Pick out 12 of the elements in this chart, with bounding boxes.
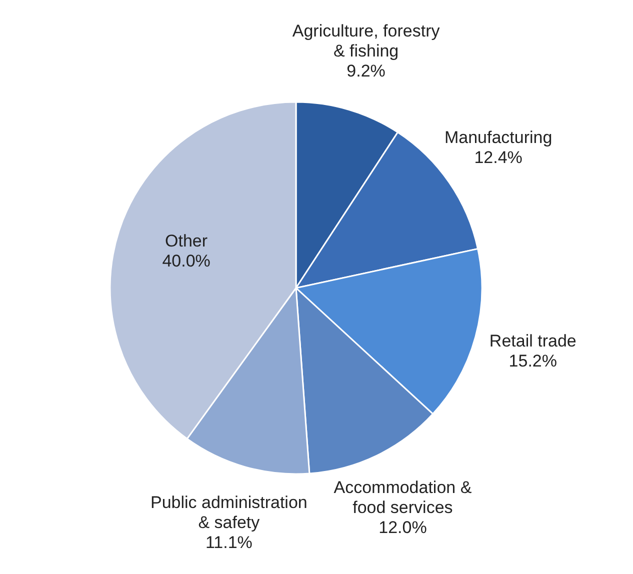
data-label: 15.2% [508,352,558,371]
data-label: 40.0% [162,252,210,271]
data-label: 9.2% [346,62,386,82]
data-label: 12.4% [474,148,522,168]
slice-label: Manufacturing [444,128,552,148]
data-label: 11.1% [205,534,252,553]
slice-label: Accommodation & food services [334,478,472,518]
data-label: 12.0% [378,518,427,538]
slice-label: Agriculture, forestry & fishing [292,22,440,62]
slice-label: Public administration & safety [150,494,308,533]
slice-label: Retail trade [489,332,576,351]
slice-label: Other [165,232,208,251]
